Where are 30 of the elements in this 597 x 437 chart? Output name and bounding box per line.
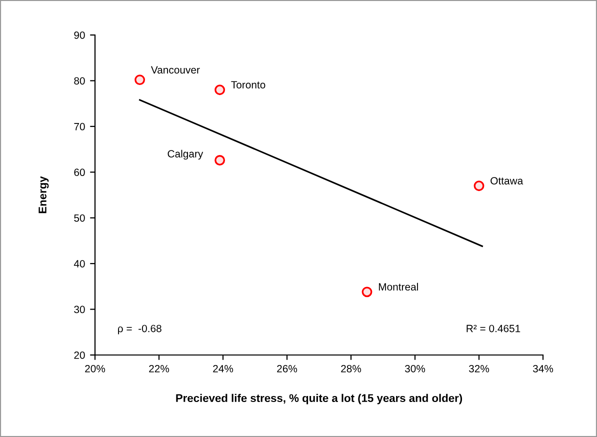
y-tick-label: 60 bbox=[74, 168, 85, 176]
y-axis-title: Energy bbox=[38, 176, 49, 214]
x-tick-label: 20% bbox=[85, 364, 106, 372]
annotation: Vancouver bbox=[150, 66, 200, 74]
y-tick-label: 90 bbox=[74, 32, 85, 39]
point bbox=[474, 180, 484, 192]
annotation: Toronto bbox=[231, 81, 266, 88]
y-tick-label: 40 bbox=[74, 260, 85, 268]
y-tick-label: 20 bbox=[74, 352, 85, 359]
point bbox=[214, 84, 226, 96]
annotation: ρ = -0.68 bbox=[118, 324, 162, 334]
y-tick-label: 80 bbox=[74, 77, 85, 85]
y-tick-label: 30 bbox=[74, 306, 85, 314]
annotation: R² = 0.4651 bbox=[466, 324, 520, 332]
x-tick-label: 30% bbox=[404, 364, 426, 372]
y-tick-label: 50 bbox=[74, 214, 85, 222]
x-tick-label: 22% bbox=[149, 364, 170, 372]
annotation: Montreal bbox=[378, 282, 418, 291]
point bbox=[214, 155, 226, 166]
x-tick-label: 34% bbox=[532, 364, 554, 372]
y-tick-label: 70 bbox=[74, 122, 85, 130]
annotation: Calgary bbox=[168, 150, 204, 160]
point bbox=[134, 74, 146, 86]
x-tick-label: 24% bbox=[213, 364, 234, 372]
x-tick-label: 28% bbox=[341, 364, 362, 372]
x-axis-title: Precieved life stress, % quite a lot (15 years and older) bbox=[176, 394, 462, 404]
x-tick-label: 32% bbox=[468, 364, 490, 372]
annotation: Ottawa bbox=[490, 177, 524, 184]
point bbox=[362, 286, 372, 298]
x-tick-label: 26% bbox=[277, 364, 298, 372]
